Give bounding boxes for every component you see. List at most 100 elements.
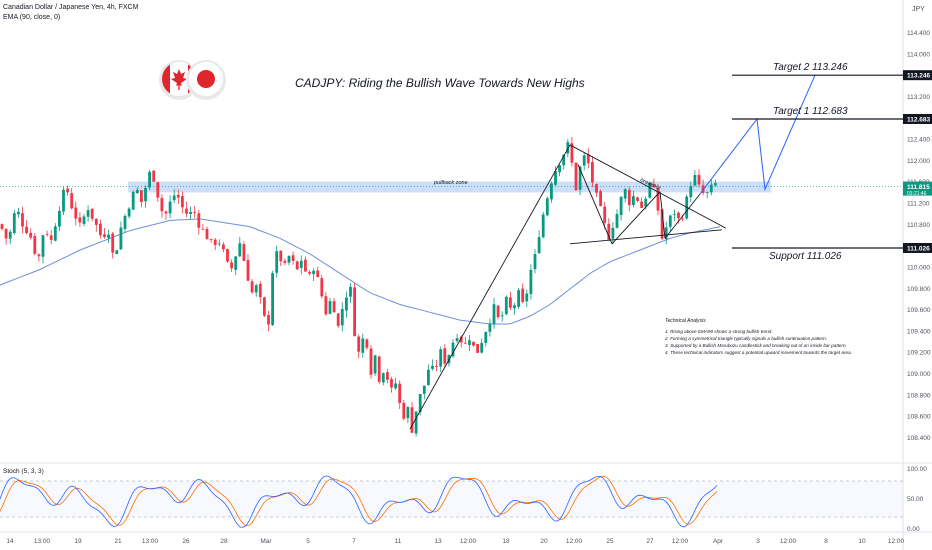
candle [254, 285, 258, 293]
candle [0, 224, 4, 229]
candle [664, 227, 668, 240]
candle [82, 216, 86, 224]
candle [656, 188, 660, 211]
candle [697, 174, 701, 185]
candle [714, 183, 717, 186]
time-tick: 13:00 [34, 538, 51, 545]
candle [398, 383, 402, 403]
note-1: 1. Rising above EMA90 shows a strong bul… [665, 329, 773, 334]
note-3: 3. Supported by a Bullish Marubozu candl… [665, 343, 847, 348]
candle [164, 211, 168, 214]
candle [345, 297, 348, 311]
candle [558, 165, 561, 173]
stoch-tick: 100.00 [907, 466, 927, 473]
candle [291, 255, 295, 261]
candle [238, 243, 242, 257]
candle [623, 189, 627, 199]
candle [78, 217, 82, 223]
time-tick: 28 [220, 538, 228, 545]
candle [435, 366, 438, 368]
price-tick: 112.400 [907, 137, 930, 144]
candle [201, 228, 205, 230]
candle [533, 254, 537, 270]
candle [439, 349, 443, 367]
note-2: 2. Forming a symmetrical triangle typica… [664, 336, 827, 341]
candle [197, 213, 201, 228]
time-tick: 5 [306, 538, 310, 545]
support-price-tag-bg [903, 243, 932, 253]
candle [258, 283, 262, 298]
candle [172, 195, 176, 201]
time-tick: 3 [756, 538, 760, 545]
japan-flag-icon [186, 60, 226, 100]
candle [70, 193, 74, 209]
time-tick: 27 [646, 538, 654, 545]
candle [554, 171, 557, 185]
candle [644, 198, 648, 207]
candle [308, 271, 311, 274]
candle [668, 215, 672, 227]
candle [58, 210, 61, 227]
candle [242, 244, 246, 261]
candle [545, 198, 549, 216]
candle [476, 344, 479, 353]
candle [336, 313, 340, 326]
candle [12, 213, 16, 234]
candle [94, 218, 98, 225]
candle [62, 189, 65, 212]
candle [275, 251, 279, 273]
candle [37, 254, 41, 257]
candle [8, 231, 12, 239]
time-tick: 11 [395, 538, 402, 545]
candle [595, 184, 598, 193]
candle [599, 191, 602, 206]
candle [603, 206, 607, 223]
candle [693, 174, 697, 186]
candle [689, 186, 693, 198]
time-tick: 12:00 [888, 538, 905, 545]
candle [484, 331, 488, 343]
time-tick: Mar [260, 538, 272, 545]
candle [521, 288, 525, 302]
candle [185, 208, 188, 214]
time-tick: 12:00 [780, 538, 797, 545]
candle [29, 232, 33, 238]
candle [226, 249, 229, 262]
candle [463, 342, 467, 344]
candle [509, 297, 512, 308]
candle [566, 142, 570, 154]
candle [410, 407, 414, 433]
candle [340, 308, 344, 326]
candle [246, 260, 250, 281]
candle [320, 278, 324, 297]
projection-path [699, 74, 816, 195]
candle [652, 184, 656, 188]
price-tick: 113.200 [907, 94, 930, 101]
candle [33, 236, 37, 254]
candle [49, 235, 53, 240]
time-tick: 12:00 [566, 538, 583, 545]
candle [316, 270, 320, 278]
stoch-d-line [0, 475, 718, 527]
candle [361, 338, 365, 353]
candle [222, 244, 225, 250]
candle [673, 213, 676, 215]
candle [615, 213, 619, 228]
candle [406, 407, 410, 419]
candle [632, 196, 635, 205]
support-price-tag: 111.026 [907, 246, 930, 253]
price-tick: 109.200 [907, 350, 931, 357]
note-4: 4. These technical indicators suggest a … [665, 350, 852, 355]
candle [709, 184, 713, 193]
ema-legend[interactable]: EMA (90, close, 0) [3, 14, 61, 21]
time-tick: Apr [713, 538, 724, 545]
candle [234, 256, 238, 270]
candle [640, 201, 643, 208]
candle [90, 208, 94, 219]
target2-price-tag-bg [903, 70, 932, 81]
candle [160, 198, 164, 212]
candle [111, 233, 115, 253]
candle [529, 269, 533, 295]
candle [263, 297, 266, 316]
candle [271, 273, 274, 325]
